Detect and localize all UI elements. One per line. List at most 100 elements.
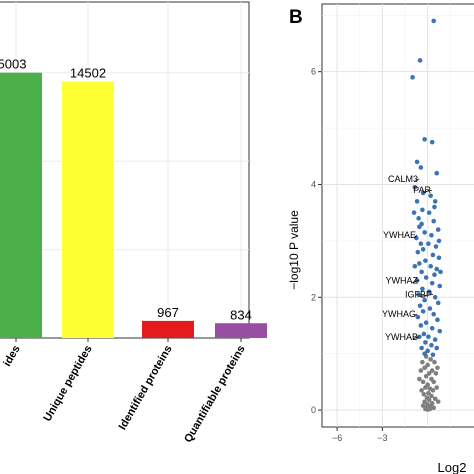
significant-point: [437, 328, 443, 334]
nonsignificant-point: [417, 376, 422, 382]
significant-point: [433, 244, 439, 249]
significant-point: [419, 345, 424, 351]
significant-point: [435, 300, 441, 306]
panel-label-b: B: [289, 7, 303, 28]
nonsignificant-point: [429, 368, 435, 373]
nonsignificant-point: [432, 359, 437, 365]
significant-point: [422, 351, 427, 356]
significant-point: [417, 261, 422, 266]
significant-point: [431, 218, 436, 224]
significant-point: [416, 292, 421, 297]
significant-point: [417, 224, 422, 230]
bar-value-label: 14502: [70, 66, 106, 81]
volcano-y-tick-label: 2: [311, 292, 316, 302]
volcano-y-tick-label: 4: [311, 179, 316, 189]
nonsignificant-point: [428, 357, 433, 362]
significant-point: [422, 230, 427, 235]
bars: [0, 72, 267, 339]
nonsignificant-point: [431, 379, 436, 385]
significant-point: [422, 137, 427, 142]
nonsignificant-point: [423, 373, 429, 379]
significant-point: [423, 340, 428, 345]
significant-point: [411, 210, 417, 215]
significant-point: [426, 241, 431, 246]
annotation-label: PAR: [413, 185, 431, 195]
volcano-plot-area: [321, 3, 474, 428]
significant-point: [438, 269, 443, 275]
nonsignificant-point: [426, 390, 431, 396]
significant-point: [414, 199, 420, 204]
significant-point: [429, 342, 434, 348]
significant-point: [421, 331, 427, 337]
volcano-x-tick-label: −3: [377, 433, 387, 443]
bar-x-tick-label: Quantifiable proteins: [182, 344, 247, 445]
significant-point: [436, 238, 442, 244]
significant-point: [431, 311, 436, 317]
bar-value-label: 834: [230, 307, 252, 322]
significant-point: [429, 139, 435, 145]
significant-point: [425, 348, 430, 354]
significant-point: [434, 170, 440, 176]
bar-1: [0, 72, 42, 339]
annotation-label: YWHAB: [385, 332, 418, 342]
significant-point: [417, 303, 423, 309]
significant-point: [418, 241, 424, 246]
annotation-label: YWHAZ: [386, 275, 419, 285]
nonsignificant-point: [421, 391, 427, 397]
nonsignificant-point: [422, 399, 427, 404]
nonsignificant-point: [425, 362, 430, 368]
volcano-x-tick-label: −6: [332, 433, 342, 443]
nonsignificant-point: [429, 393, 434, 399]
significant-point: [437, 283, 443, 289]
y-axis-label: −log10 P value: [287, 210, 301, 290]
bar-value-label: 5003: [0, 57, 26, 72]
significant-point: [430, 352, 436, 358]
bar-x-tick-label: ides: [1, 344, 22, 369]
significant-point: [434, 345, 440, 351]
nonsignificant-point: [434, 385, 440, 390]
significant-point: [431, 18, 436, 24]
nonsignificant-point: [430, 388, 436, 393]
annotation-label: YWHAG: [382, 309, 416, 319]
bar-value-label: 967: [157, 305, 179, 320]
significant-point: [435, 227, 441, 232]
significant-point: [426, 289, 432, 294]
nonsignificant-point: [423, 385, 428, 390]
significant-point: [432, 294, 438, 300]
annotation-label: IGFBP: [405, 289, 432, 299]
nonsignificant-point: [419, 388, 424, 393]
significant-point: [416, 216, 421, 221]
significant-point: [429, 326, 435, 331]
significant-point: [435, 317, 440, 323]
significant-point: [432, 337, 438, 342]
annotation-leader-line: [412, 279, 420, 283]
volcano-y-tick-label: 0: [311, 405, 316, 415]
significant-point: [415, 249, 421, 255]
significant-point: [418, 165, 424, 170]
significant-point: [420, 247, 426, 252]
significant-point: [417, 334, 422, 340]
significant-point: [428, 193, 433, 199]
significant-point: [423, 258, 428, 263]
bar-data-labels: 5003 14502 967 834: [0, 57, 252, 323]
x-axis-label: Log2: [438, 460, 467, 474]
volcano-y-ticks: 0 2 4 6: [311, 67, 322, 415]
bar-chart-panel: 5003 14502 967 834 ides Unique peptides Ident…: [0, 1, 267, 445]
significant-point: [423, 275, 429, 280]
significant-point: [426, 210, 432, 215]
significant-point: [429, 232, 434, 238]
annotation-leader-line: [423, 189, 433, 193]
bar-4: [215, 323, 267, 338]
bar-x-tick-labels: ides Unique peptides Identified proteins Qu…: [1, 338, 248, 445]
significant-point: [422, 297, 427, 303]
significant-point: [415, 314, 421, 320]
annotation-leader-line: [413, 313, 418, 317]
bar-x-tick-label: Identified proteins: [117, 344, 175, 433]
significant-point: [430, 252, 436, 258]
significant-point: [434, 266, 440, 272]
nonsignificant-point: [422, 365, 427, 371]
significant-point: [420, 309, 426, 314]
significant-point: [412, 185, 418, 190]
